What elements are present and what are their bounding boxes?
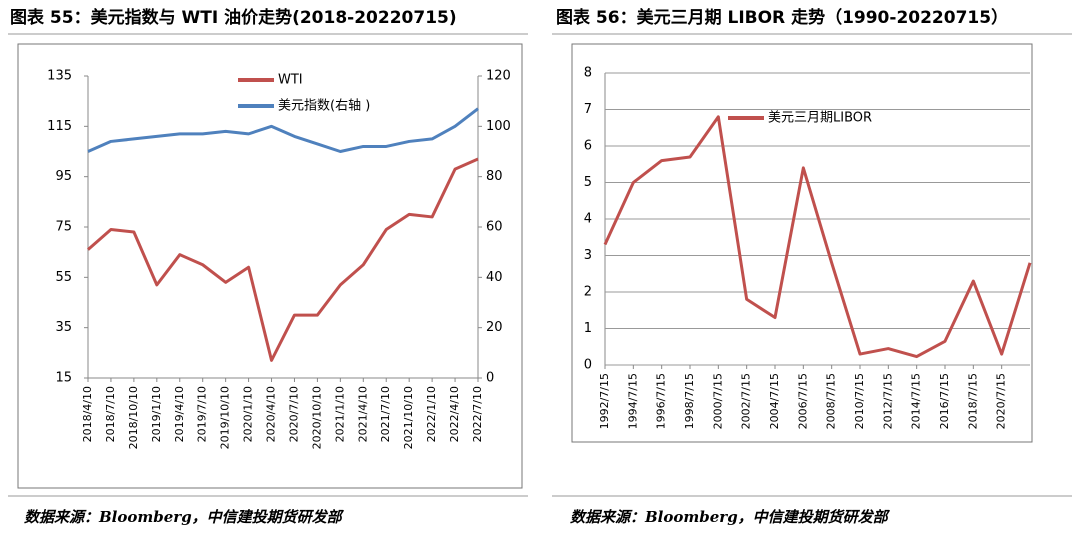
series-line — [603, 115, 1032, 359]
y2-tick-label: 60 — [486, 220, 503, 235]
x-tick-label: 1996/7/15 — [655, 373, 668, 429]
x-tick-label: 1998/7/15 — [683, 373, 696, 429]
y-tick-label: 0 — [584, 358, 592, 373]
y-tick-label: 2 — [584, 285, 592, 300]
x-tick-label: 2008/7/15 — [825, 373, 838, 429]
y-tick-label: 15 — [55, 371, 72, 386]
y-tick-label: 3 — [584, 248, 592, 263]
y-tick-label: 75 — [55, 220, 72, 235]
y2-tick-label: 80 — [486, 169, 503, 184]
x-tick-label: 2004/7/15 — [768, 373, 781, 429]
x-tick-label: 2014/7/15 — [910, 373, 923, 429]
y-tick-label: 135 — [47, 69, 72, 84]
legend-label: WTI — [278, 73, 303, 88]
y-tick-label: 4 — [584, 212, 592, 227]
x-tick-label: 2019/4/10 — [173, 386, 186, 442]
x-tick-label: 2018/10/10 — [127, 386, 140, 449]
series-line — [87, 107, 479, 153]
x-tick-label: 2022/7/10 — [471, 386, 484, 442]
y2-tick-label: 0 — [486, 371, 494, 386]
y-tick-label: 35 — [55, 320, 72, 335]
x-tick-label: 2020/1/10 — [242, 386, 255, 442]
chart-frame — [571, 43, 1033, 443]
source-note: 数据来源：Bloomberg，中信建投期货研发部 — [570, 508, 891, 526]
x-tick-label: 2021/7/10 — [379, 386, 392, 442]
x-tick-label: 2021/4/10 — [356, 386, 369, 442]
x-tick-label: 2000/7/15 — [711, 373, 724, 429]
y-tick-label: 1 — [584, 321, 592, 336]
x-tick-label: 2022/1/10 — [425, 386, 438, 442]
x-tick-label: 2020/7/10 — [287, 386, 300, 442]
x-tick-label: 2019/10/10 — [219, 386, 232, 449]
legend-label: 美元指数(右轴 ) — [278, 99, 370, 114]
x-tick-label: 2021/10/10 — [402, 386, 415, 449]
y2-tick-label: 120 — [486, 69, 511, 84]
y2-tick-label: 100 — [486, 119, 511, 134]
series-line — [87, 157, 479, 362]
x-tick-label: 2019/1/10 — [150, 386, 163, 442]
x-tick-label: 2002/7/15 — [740, 373, 753, 429]
x-tick-label: 1992/7/15 — [598, 373, 611, 429]
x-tick-label: 2018/7/15 — [966, 373, 979, 429]
chart-frame — [17, 43, 523, 489]
y-tick-label: 5 — [584, 175, 592, 190]
y-tick-label: 6 — [584, 139, 592, 154]
x-tick-label: 2020/4/10 — [265, 386, 278, 442]
x-tick-label: 2018/4/10 — [81, 386, 94, 442]
y2-tick-label: 20 — [486, 320, 503, 335]
y-tick-label: 95 — [55, 169, 72, 184]
x-tick-label: 1994/7/15 — [626, 373, 639, 429]
chart-title: 图表 56：美元三月期 LIBOR 走势（1990-20220715） — [556, 7, 1008, 28]
chart-title: 图表 55：美元指数与 WTI 油价走势(2018-20220715) — [10, 7, 457, 28]
x-tick-label: 2020/10/10 — [310, 386, 323, 449]
y-tick-label: 55 — [55, 270, 72, 285]
legend-label: 美元三月期LIBOR — [768, 111, 872, 126]
x-tick-label: 2006/7/15 — [796, 373, 809, 429]
x-tick-label: 2010/7/15 — [853, 373, 866, 429]
x-tick-label: 2012/7/15 — [881, 373, 894, 429]
x-tick-label: 2022/4/10 — [448, 386, 461, 442]
x-tick-label: 2019/7/10 — [196, 386, 209, 442]
y-tick-label: 7 — [584, 102, 592, 117]
x-tick-label: 2016/7/15 — [938, 373, 951, 429]
source-note: 数据来源：Bloomberg，中信建投期货研发部 — [24, 508, 345, 526]
x-tick-label: 2018/7/10 — [104, 386, 117, 442]
y2-tick-label: 40 — [486, 270, 503, 285]
y-tick-label: 8 — [584, 66, 592, 81]
y-tick-label: 115 — [47, 119, 72, 134]
x-tick-label: 2020/7/15 — [995, 373, 1008, 429]
x-tick-label: 2021/1/10 — [333, 386, 346, 442]
